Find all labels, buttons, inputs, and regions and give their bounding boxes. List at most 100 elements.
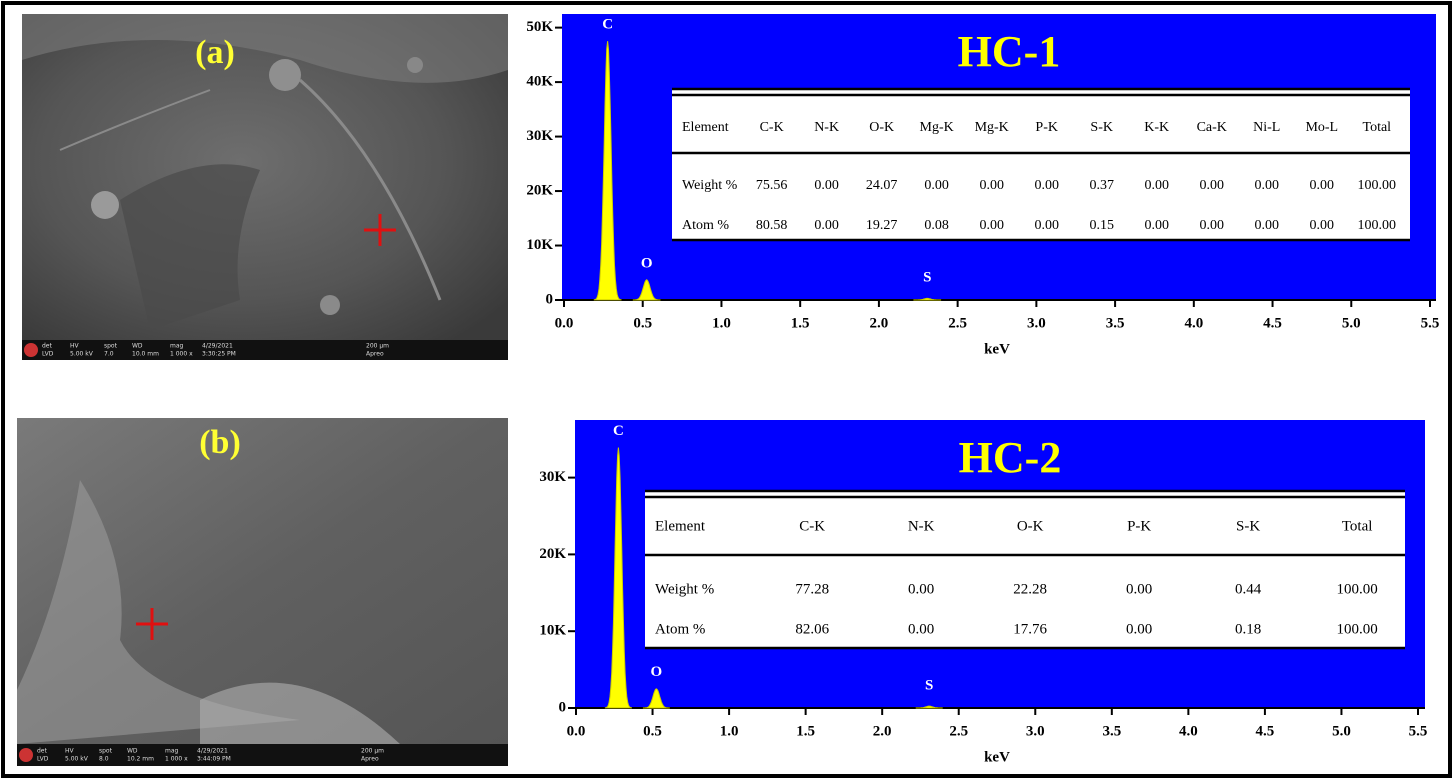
table-cell: 0.00 bbox=[979, 218, 1004, 233]
x-tick-label: 1.5 bbox=[796, 723, 815, 739]
panel-label: (b) bbox=[199, 424, 241, 461]
table-header-cell: Element bbox=[655, 518, 706, 534]
table-cell: 0.00 bbox=[1034, 178, 1059, 193]
x-tick-label: 0.0 bbox=[555, 315, 574, 331]
table-header-cell: C-K bbox=[799, 518, 825, 534]
table-header-cell: Mo-L bbox=[1305, 120, 1338, 135]
sem-info-text: HV bbox=[65, 748, 75, 755]
table-cell: 0.00 bbox=[1126, 581, 1152, 597]
x-tick-label: 1.5 bbox=[791, 315, 810, 331]
sem-info-text: 10.0 mm bbox=[132, 351, 159, 358]
panel-label: (a) bbox=[195, 34, 235, 71]
peak bbox=[913, 297, 942, 301]
x-tick-label: 2.5 bbox=[949, 723, 968, 739]
table-cell: 0.00 bbox=[1126, 621, 1152, 637]
table-cell: 0.00 bbox=[908, 581, 934, 597]
table-cell: 0.00 bbox=[979, 178, 1004, 193]
y-tick-label: 10K bbox=[526, 237, 553, 253]
table-cell: 0.44 bbox=[1235, 581, 1262, 597]
x-tick-label: 1.0 bbox=[720, 723, 739, 739]
table-cell: 0.00 bbox=[1199, 178, 1224, 193]
sem-info-text: LVD bbox=[37, 756, 49, 763]
sem-info-text: WD bbox=[132, 343, 143, 350]
table-cell: 0.00 bbox=[1255, 218, 1280, 233]
sem-info-text: 8.0 bbox=[99, 756, 109, 763]
x-tick-label: 3.5 bbox=[1106, 315, 1125, 331]
sem-info-text: 4/29/2021 bbox=[202, 343, 233, 350]
x-tick-label: 5.5 bbox=[1409, 723, 1428, 739]
y-tick-label: 30K bbox=[526, 128, 553, 144]
table-header-cell: P-K bbox=[1035, 120, 1058, 135]
table-header-cell: S-K bbox=[1090, 120, 1113, 135]
table-cell: 0.00 bbox=[908, 621, 934, 637]
peak-label: S bbox=[923, 269, 931, 285]
peak-label: C bbox=[613, 423, 624, 439]
peak bbox=[915, 705, 943, 709]
y-tick-label: 0 bbox=[546, 291, 554, 307]
table-header-cell: N-K bbox=[814, 120, 839, 135]
x-tick-label: 4.5 bbox=[1256, 723, 1275, 739]
y-tick-label: 40K bbox=[526, 74, 553, 90]
table-cell: 100.00 bbox=[1336, 581, 1377, 597]
table-header-cell: Ca-K bbox=[1197, 120, 1227, 135]
sem-info-text: 200 µm bbox=[361, 748, 384, 755]
sem-info-text: det bbox=[42, 343, 53, 350]
x-tick-label: 0.5 bbox=[643, 723, 662, 739]
peak bbox=[632, 279, 661, 301]
table-header-cell: Total bbox=[1342, 518, 1373, 534]
sem-info-text: det bbox=[37, 748, 48, 755]
table-cell: 0.00 bbox=[1310, 178, 1335, 193]
sem-info-text: mag bbox=[170, 343, 184, 350]
x-tick-label: 4.5 bbox=[1263, 315, 1282, 331]
y-tick-label: 30K bbox=[539, 469, 566, 485]
table-cell: Atom % bbox=[655, 621, 705, 637]
table-background bbox=[672, 88, 1410, 240]
table-header-cell: Element bbox=[682, 120, 729, 135]
sem-info-text: Apreo bbox=[361, 756, 379, 763]
sem-info-text: WD bbox=[127, 748, 138, 755]
sem-info-text: Apreo bbox=[366, 351, 384, 358]
peak-label: S bbox=[925, 677, 933, 693]
peak bbox=[642, 688, 670, 709]
table-cell: 19.27 bbox=[866, 218, 898, 233]
table-header-cell: C-K bbox=[760, 120, 784, 135]
sem-info-text: 5.00 kV bbox=[65, 756, 89, 763]
table-cell: 0.00 bbox=[1034, 218, 1059, 233]
table-cell: 0.00 bbox=[1199, 218, 1224, 233]
sem-info-text: 10.2 mm bbox=[127, 756, 154, 763]
table-header-cell: O-K bbox=[1017, 518, 1044, 534]
table-cell: 100.00 bbox=[1336, 621, 1377, 637]
y-tick-label: 10K bbox=[539, 623, 566, 639]
sem-info-text: 4/29/2021 bbox=[197, 748, 228, 755]
sem-info-text: 200 µm bbox=[366, 343, 389, 350]
table-cell: 0.00 bbox=[924, 178, 949, 193]
table-header-cell: K-K bbox=[1144, 120, 1169, 135]
sem-info-text: 3:44:09 PM bbox=[197, 756, 231, 763]
table-cell: 0.00 bbox=[814, 178, 839, 193]
sem-info-text: 7.0 bbox=[104, 351, 114, 358]
sem-info-text: 5.00 kV bbox=[70, 351, 94, 358]
table-background bbox=[645, 490, 1405, 648]
x-tick-label: 3.5 bbox=[1102, 723, 1121, 739]
table-header-cell: O-K bbox=[869, 120, 894, 135]
y-tick-label: 0 bbox=[559, 699, 567, 715]
sem-info-text: LVD bbox=[42, 351, 54, 358]
x-axis-label: keV bbox=[984, 341, 1010, 357]
sem-info-text: spot bbox=[104, 343, 118, 350]
peak-label: O bbox=[641, 255, 653, 271]
sem-info-text: spot bbox=[99, 748, 113, 755]
x-tick-label: 2.0 bbox=[873, 723, 892, 739]
y-tick-label: 20K bbox=[539, 546, 566, 562]
sem-info-text: mag bbox=[165, 748, 179, 755]
table-cell: 100.00 bbox=[1358, 178, 1397, 193]
table-header-cell: Ni-L bbox=[1253, 120, 1280, 135]
table-header-cell: Mg-K bbox=[975, 120, 1009, 135]
chart-title: HC-2 bbox=[959, 433, 1062, 482]
table-cell: 0.37 bbox=[1089, 178, 1114, 193]
table-header-cell: Mg-K bbox=[920, 120, 954, 135]
table-cell: Atom % bbox=[682, 218, 729, 233]
table-cell: 0.00 bbox=[1310, 218, 1335, 233]
chart-title: HC-1 bbox=[958, 27, 1061, 76]
sem-info-text: 3:30:25 PM bbox=[202, 351, 236, 358]
